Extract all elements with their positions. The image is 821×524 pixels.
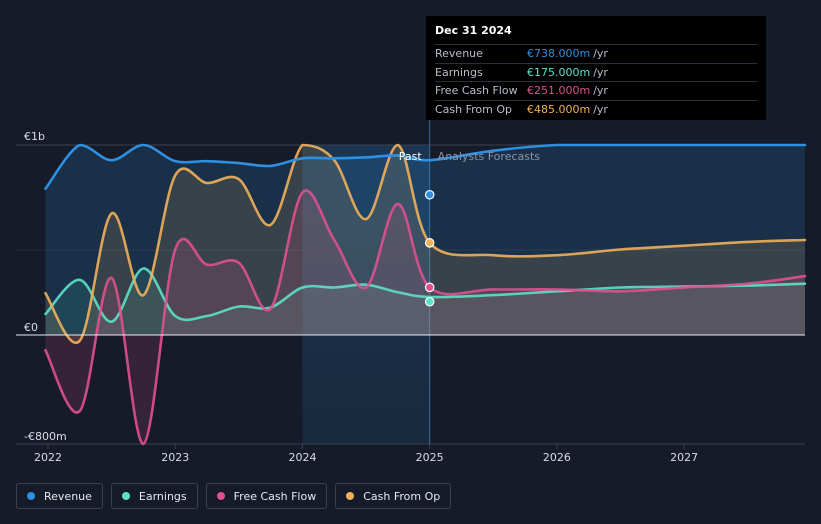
tooltip-row-cash-from-op: Cash From Op €485.000m /yr [435, 99, 757, 119]
line-cash-from-op [44, 143, 807, 345]
tooltip-row-revenue: Revenue €738.000m /yr [435, 44, 757, 63]
legend-dot-icon [216, 492, 225, 500]
tooltip: Dec 31 2024 Revenue €738.000m /yr Earnin… [426, 16, 766, 120]
tooltip-row-free-cash-flow: Free Cash Flow €251.000m /yr [435, 81, 757, 100]
legend-item-earnings[interactable]: Earnings [110, 483, 198, 509]
tooltip-unit: /yr [593, 65, 608, 79]
legend-label: Cash From Op [363, 489, 441, 503]
tooltip-label: Earnings [435, 65, 483, 79]
y-tick-label: -€800m [24, 430, 67, 443]
tooltip-row-earnings: Earnings €175.000m /yr [435, 62, 757, 82]
marker-revenue [424, 189, 435, 200]
legend-label: Earnings [138, 489, 187, 503]
tooltip-value: €175.000m [527, 65, 591, 79]
y-tick-label: €1b [24, 130, 45, 143]
x-tick-label: 2024 [288, 451, 316, 464]
legend-dot-icon [121, 492, 130, 500]
legend-dot-icon [346, 492, 355, 500]
x-tick-label: 2022 [34, 451, 62, 464]
tooltip-unit: /yr [593, 47, 608, 60]
tooltip-date: Dec 31 2024 [435, 24, 512, 37]
legend-item-revenue[interactable]: Revenue [16, 483, 103, 509]
legend-label: Revenue [44, 489, 92, 503]
x-tick-label: 2027 [670, 451, 698, 464]
tooltip-label: Cash From Op [435, 102, 513, 116]
line-earnings [44, 267, 807, 323]
tooltip-value: €738.000m [527, 47, 591, 60]
legend-item-free-cash-flow[interactable]: Free Cash Flow [205, 483, 328, 509]
tooltip-unit: /yr [593, 102, 608, 116]
x-tick-label: 2025 [416, 451, 444, 464]
tooltip-value: €485.000m [527, 102, 591, 116]
line-revenue [44, 143, 807, 190]
legend-dot-icon [27, 492, 35, 500]
legend: Revenue Earnings Free Cash Flow Cash Fro… [16, 483, 452, 511]
area-free-cash-flow [45, 190, 806, 444]
marker-cash-from-op [424, 238, 435, 248]
legend-label: Free Cash Flow [233, 489, 317, 503]
tooltip-unit: /yr [593, 84, 608, 97]
line-free-cash-flow [44, 189, 807, 446]
x-tick-label: 2026 [543, 451, 571, 464]
y-tick-label: €0 [24, 321, 38, 334]
tooltip-label: Free Cash Flow [435, 84, 518, 97]
tooltip-value: €251.000m [527, 84, 591, 97]
tooltip-label: Revenue [435, 47, 483, 60]
past-label: Past [399, 150, 423, 163]
marker-free-cash-flow [424, 282, 435, 293]
x-tick-label: 2023 [161, 451, 189, 464]
forecast-label: Analysts Forecasts [438, 150, 541, 163]
marker-earnings [424, 296, 435, 307]
legend-item-cash-from-op[interactable]: Cash From Op [335, 483, 452, 509]
